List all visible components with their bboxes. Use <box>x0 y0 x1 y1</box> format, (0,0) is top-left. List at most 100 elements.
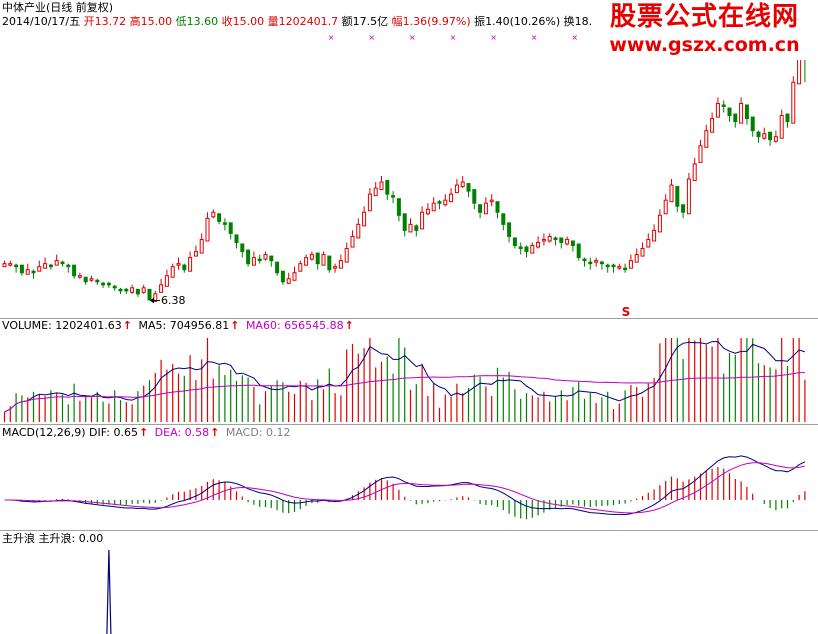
candle-body <box>298 263 303 272</box>
low-label: 低 <box>175 15 187 28</box>
candle-body <box>489 199 494 203</box>
candle-body <box>31 270 36 274</box>
candle-body <box>280 270 285 283</box>
candle-body <box>605 264 610 268</box>
candle-body <box>350 235 355 248</box>
candle-body <box>599 261 604 265</box>
candle-body <box>512 237 517 247</box>
macd-name: MACD(12,26,9) <box>2 426 86 439</box>
candle-body <box>25 269 30 275</box>
candle-body <box>704 130 709 148</box>
candle-body <box>77 275 82 278</box>
candle-body <box>112 285 117 289</box>
candle-body <box>362 211 367 227</box>
candle-body <box>199 238 204 254</box>
candle-body <box>414 225 419 231</box>
candle-body <box>338 260 343 269</box>
up-arrow-icon: ↑ <box>122 319 132 332</box>
candle-body <box>228 222 233 234</box>
wave-spike <box>106 549 112 634</box>
candle-body <box>727 107 732 117</box>
ma60-value: 656545.88 <box>284 319 344 332</box>
candle-body <box>269 255 274 262</box>
candle-body <box>466 183 471 192</box>
candle-body <box>501 213 506 225</box>
candle-body <box>756 131 761 138</box>
panel-divider-macd <box>0 530 818 531</box>
volume-ma60-line <box>4 372 805 413</box>
up-arrow-icon: ↑ <box>138 426 149 439</box>
candle-body <box>2 263 7 268</box>
ma5-label: MA5: <box>138 319 167 332</box>
trade-date: 2014/10/17/五 <box>2 15 81 28</box>
candle-body <box>472 189 477 204</box>
candle-body <box>431 202 436 212</box>
candle-body <box>797 57 802 85</box>
candle-body <box>507 222 512 237</box>
candle-body <box>663 199 668 215</box>
candle-body <box>217 213 222 222</box>
candle-body <box>594 260 599 263</box>
candle-body <box>530 245 535 254</box>
amplitude-label: 振 <box>474 15 486 28</box>
candle-body <box>762 133 767 139</box>
candle-body <box>611 264 616 268</box>
wave-legend: 主升浪 主升浪: 0.00 <box>2 532 103 546</box>
candle-body <box>750 116 755 132</box>
chart-title-row: 中体产业(日线 前复权) <box>2 1 113 15</box>
candle-body <box>617 266 622 269</box>
candle-body <box>437 201 442 204</box>
candle-body <box>234 234 239 243</box>
candle-body <box>547 235 552 242</box>
candle-body <box>698 145 703 163</box>
stock-name: 中体产业(日线 前复权) <box>2 1 114 14</box>
candle-body <box>333 266 338 269</box>
candle-body <box>478 204 483 213</box>
change-value: 1.36(9.97%) <box>402 15 471 28</box>
up-arrow-icon: ↑ <box>344 319 354 332</box>
amount-label: 额 <box>341 15 353 28</box>
candle-body <box>66 264 71 268</box>
candle-body <box>304 257 309 266</box>
candle-body <box>739 102 744 124</box>
candle-body <box>483 202 488 215</box>
candle-body <box>628 260 633 269</box>
candle-body <box>275 261 280 274</box>
volume-current: 1202401.63 <box>55 319 122 332</box>
candle-body <box>773 136 778 142</box>
watermark-title: 股票公式在线网 <box>609 2 799 32</box>
signal-marker-x: × <box>531 33 538 42</box>
candle-body <box>640 248 645 257</box>
candle-body <box>541 238 546 242</box>
candle-body <box>147 288 152 301</box>
signal-marker-x: × <box>571 33 578 42</box>
panel-divider-price <box>0 318 818 319</box>
up-arrow-icon: ↑ <box>230 319 240 332</box>
candle-body <box>623 267 628 271</box>
candle-body <box>791 81 796 124</box>
dea-value: 0.58 <box>184 426 210 439</box>
candle-body <box>182 264 187 271</box>
candle-body <box>118 288 123 292</box>
candle-body <box>744 104 749 120</box>
candle-body <box>634 254 639 263</box>
candle-body <box>43 263 48 269</box>
candle-body <box>524 246 529 253</box>
candle-body <box>170 266 175 278</box>
signal-marker-x: × <box>328 33 335 42</box>
candle-body <box>681 204 686 213</box>
candle-body <box>420 211 425 230</box>
candle-body <box>733 113 738 123</box>
candle-body <box>553 237 558 240</box>
macd-dea-line <box>4 462 805 514</box>
candle-body <box>130 287 135 293</box>
candle-body <box>60 261 65 265</box>
candle-body <box>449 193 454 203</box>
macd-hist-label: MACD: <box>225 426 263 439</box>
low-value: 13.60 <box>186 15 219 28</box>
candle-body <box>657 214 662 233</box>
candle-body <box>193 251 198 257</box>
candle-body <box>286 278 291 284</box>
